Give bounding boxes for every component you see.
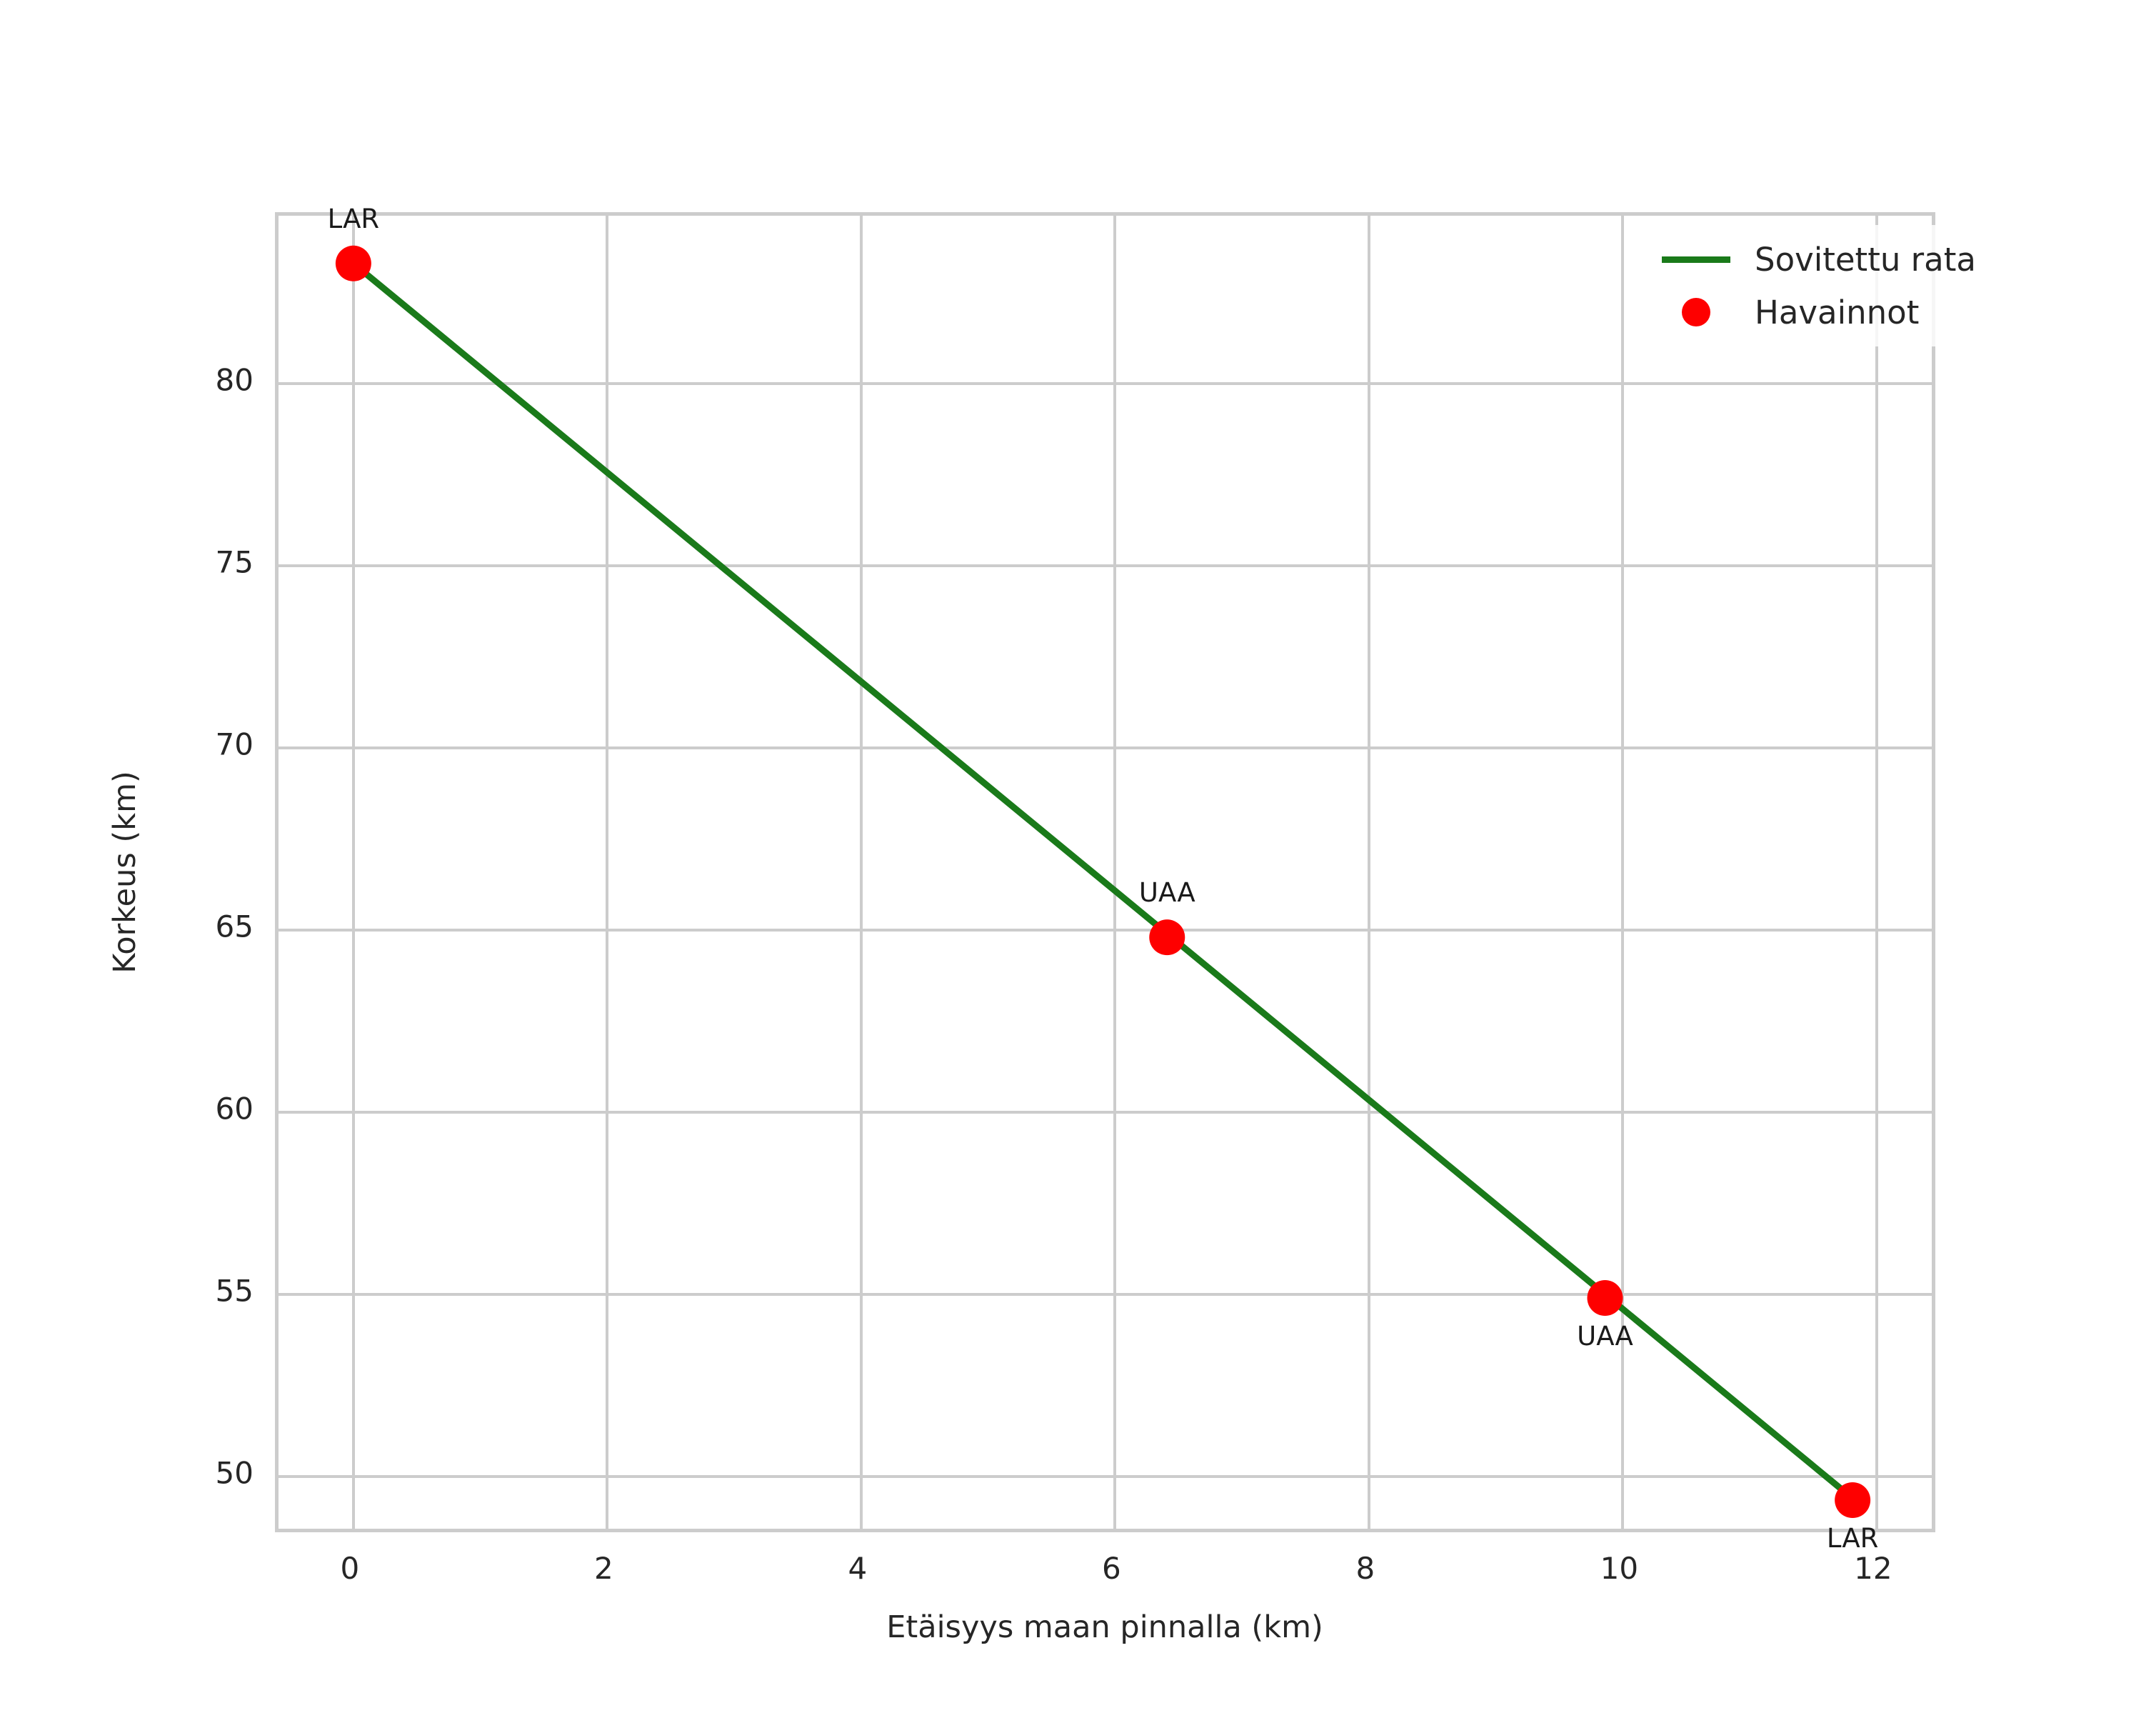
gridline-horizontal	[279, 928, 1932, 932]
gridline-vertical	[859, 216, 863, 1529]
observation-point	[335, 245, 371, 281]
gridline-vertical	[1875, 216, 1878, 1529]
gridline-horizontal	[279, 382, 1932, 386]
observation-point	[1149, 919, 1185, 956]
plot-area: LAR UAA UAA LAR Sovitettu rata Havainnot	[275, 204, 1992, 1554]
x-tick-label: 10	[1600, 1551, 1639, 1586]
x-tick-label: 2	[594, 1551, 613, 1586]
gridline-vertical	[1367, 216, 1370, 1529]
x-tick-label: 12	[1854, 1551, 1892, 1586]
gridline-vertical	[606, 216, 609, 1529]
y-tick-label: 70	[215, 726, 254, 762]
gridline-horizontal	[279, 564, 1932, 568]
gridline-horizontal	[279, 1110, 1932, 1114]
chart-legend: Sovitettu rata Havainnot	[1629, 225, 1992, 346]
gridline-horizontal	[279, 746, 1932, 749]
observation-markers	[335, 245, 1871, 1519]
gridline-horizontal	[279, 1474, 1932, 1478]
data-layer	[335, 245, 1871, 1519]
legend-label-fitted: Sovitettu rata	[1755, 240, 1976, 279]
gridline-vertical	[1621, 216, 1625, 1529]
gridline-horizontal	[279, 1292, 1932, 1296]
legend-line-swatch	[1642, 256, 1750, 263]
y-tick-label: 80	[215, 362, 254, 398]
fitted-trajectory-line	[350, 260, 1856, 1502]
y-tick-label: 60	[215, 1091, 254, 1127]
observation-point	[1835, 1482, 1871, 1519]
x-tick-label: 4	[848, 1551, 868, 1586]
x-tick-label: 8	[1355, 1551, 1375, 1586]
gridline-vertical	[351, 216, 355, 1529]
legend-label-observations: Havainnot	[1755, 293, 1920, 331]
gridline-vertical	[1113, 216, 1117, 1529]
y-tick-label: 65	[215, 909, 254, 944]
y-tick-label: 55	[215, 1273, 254, 1309]
legend-item-fitted: Sovitettu rata	[1642, 239, 1976, 279]
trajectory-polyline	[350, 260, 1856, 1502]
y-tick-label: 50	[215, 1455, 254, 1491]
legend-dot-swatch	[1642, 298, 1750, 326]
x-tick-label: 6	[1102, 1551, 1121, 1586]
legend-item-observations: Havainnot	[1642, 292, 1976, 332]
x-tick-label: 0	[340, 1551, 360, 1586]
observation-point	[1587, 1280, 1623, 1317]
y-tick-label: 75	[215, 544, 254, 580]
x-axis-title: Etäisyys maan pinnalla (km)	[886, 1609, 1323, 1645]
y-axis-title: Korkeus (km)	[107, 771, 143, 974]
